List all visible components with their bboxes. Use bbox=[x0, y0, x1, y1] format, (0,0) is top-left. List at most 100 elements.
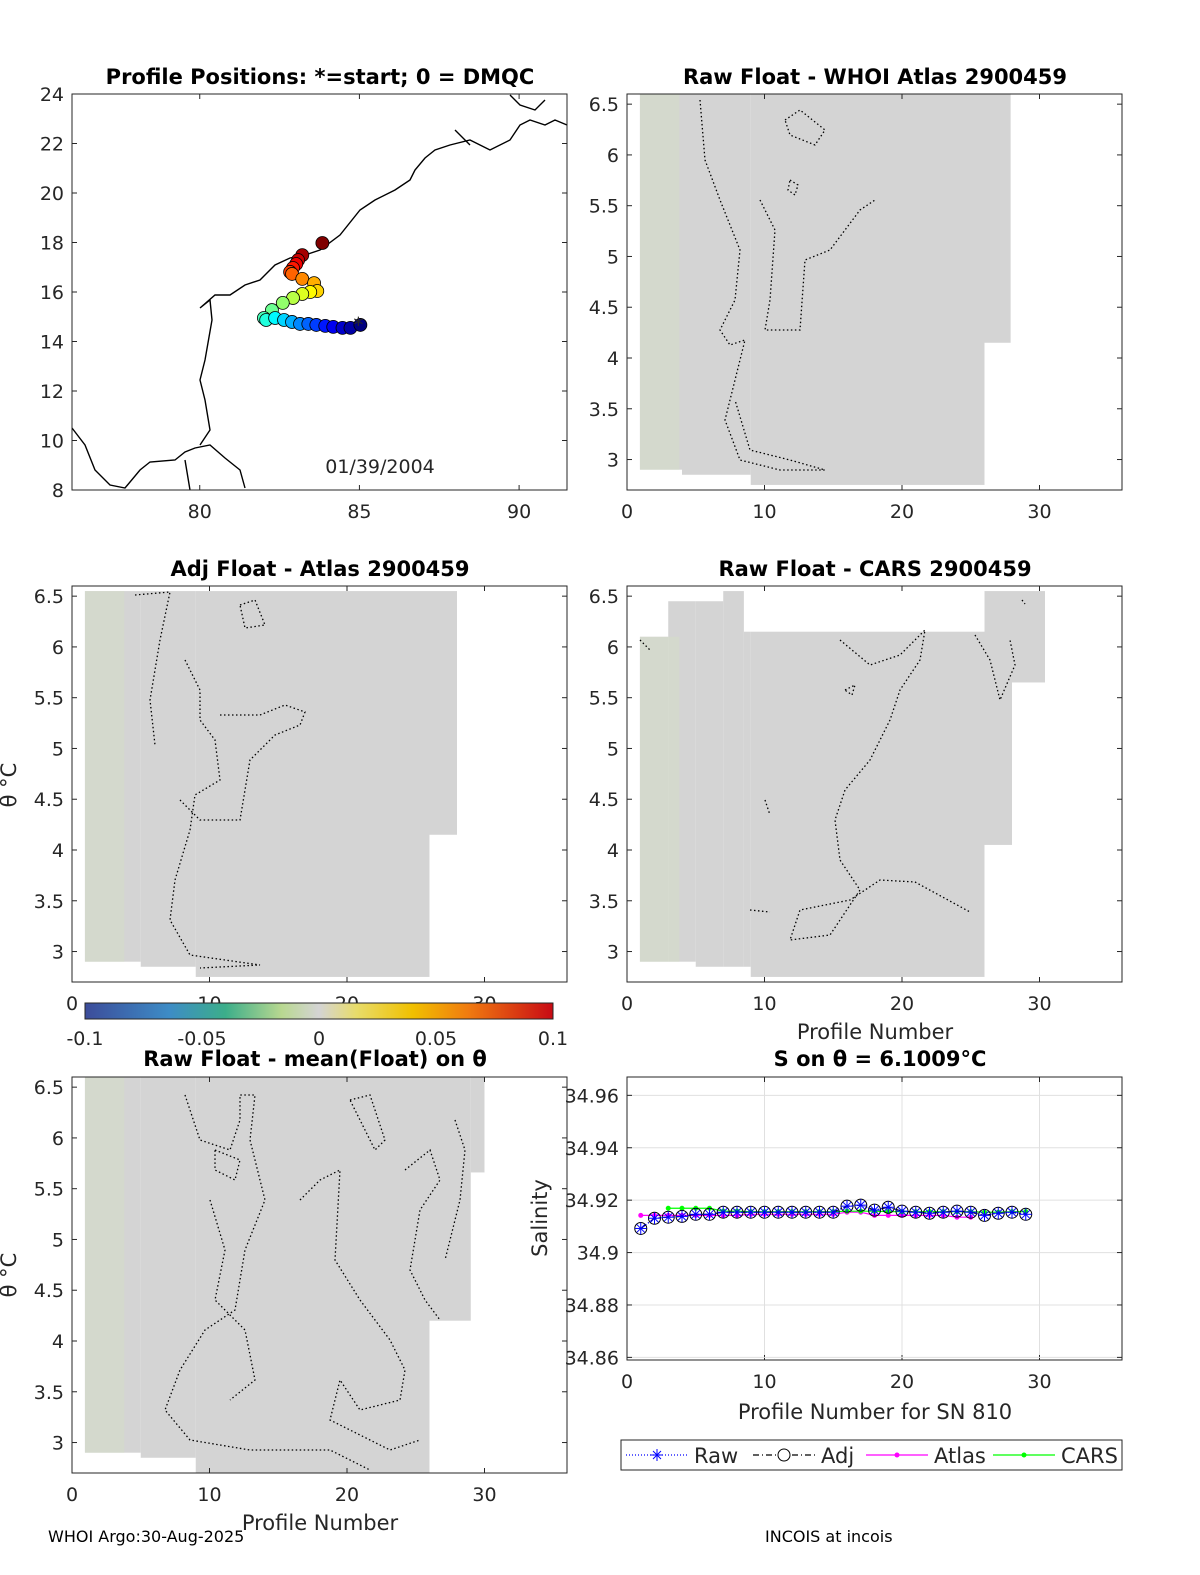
raw-atlas-ytick-label: 4 bbox=[607, 348, 619, 370]
raw-point bbox=[841, 1200, 853, 1213]
adj-atlas-ylabel: θ °C bbox=[0, 763, 21, 808]
raw-point bbox=[662, 1211, 675, 1224]
footer-left: WHOI Argo:30-Aug-2025 bbox=[48, 1527, 244, 1546]
adj-atlas-ytick-label: 3 bbox=[52, 942, 64, 964]
raw-mean-xtick-label: 0 bbox=[66, 1484, 78, 1506]
raw-mean-ytick-label: 6.5 bbox=[34, 1077, 64, 1099]
raw-mean-ytick-label: 5 bbox=[52, 1229, 64, 1251]
raw-point bbox=[676, 1210, 688, 1223]
raw-cars-ytick-label: 3 bbox=[607, 942, 619, 964]
raw-atlas-coverage-tint bbox=[639, 94, 680, 470]
raw-cars-xtick-label: 20 bbox=[890, 993, 914, 1015]
raw-point bbox=[854, 1199, 867, 1212]
map-date-annotation: 01/39/2004 bbox=[325, 456, 435, 478]
start-star-marker: * bbox=[353, 313, 363, 337]
adj-atlas-coverage-cell bbox=[429, 591, 457, 835]
raw-atlas-ytick-label: 5.5 bbox=[589, 196, 619, 218]
salinity-ytick-label: 34.9 bbox=[577, 1243, 619, 1265]
map-xtick-label: 85 bbox=[347, 501, 371, 523]
salinity-xlabel: Profile Number for SN 810 bbox=[738, 1400, 1012, 1424]
raw-point bbox=[827, 1206, 840, 1219]
raw-cars-ytick-label: 6.5 bbox=[589, 586, 619, 608]
legend-marker-raw bbox=[652, 1450, 662, 1460]
salinity-xtick-label: 20 bbox=[890, 1371, 914, 1393]
adj-atlas-title: Adj Float - Atlas 2900459 bbox=[170, 557, 469, 581]
raw-atlas-xtick-label: 0 bbox=[621, 501, 633, 523]
contour-lines bbox=[134, 99, 1026, 1471]
raw-star-stroke bbox=[925, 1208, 934, 1218]
raw-atlas-axes-box bbox=[626, 93, 1123, 491]
raw-star-stroke bbox=[677, 1212, 687, 1221]
colorbar-tick-label: -0.1 bbox=[66, 1028, 103, 1050]
raw-atlas-xtick-label: 10 bbox=[752, 501, 776, 523]
raw-atlas-ytick-label: 4.5 bbox=[589, 297, 619, 319]
raw-point bbox=[882, 1201, 895, 1214]
raw-atlas-ytick-label: 6.5 bbox=[589, 94, 619, 116]
raw-star-stroke bbox=[787, 1207, 797, 1217]
salinity-legend: Raw Adj Atlas CARS bbox=[620, 1439, 1123, 1471]
salinity-ytick-label: 34.88 bbox=[565, 1295, 619, 1317]
legend-label-adj: Adj bbox=[821, 1444, 854, 1468]
raw-star-stroke bbox=[650, 1213, 659, 1223]
raw-star-stroke bbox=[980, 1211, 989, 1220]
raw-mean-xlabel: Profile Number bbox=[242, 1511, 399, 1535]
raw-atlas-coverage-cell bbox=[682, 94, 751, 475]
raw-cars-xlabel: Profile Number bbox=[797, 1020, 954, 1044]
salinity-xtick-label: 30 bbox=[1027, 1371, 1051, 1393]
raw-mean-xtick-label: 10 bbox=[197, 1484, 221, 1506]
salinity-ytick-label: 34.96 bbox=[565, 1085, 619, 1107]
raw-cars-coverage-cell bbox=[723, 591, 744, 967]
adj-atlas-ytick-label: 4 bbox=[52, 840, 64, 862]
map-ytick-label: 22 bbox=[40, 134, 64, 156]
legend-marker-atlas bbox=[894, 1452, 900, 1458]
raw-point bbox=[772, 1206, 785, 1219]
adj-atlas-coverage-cell bbox=[195, 591, 430, 977]
raw-point bbox=[717, 1206, 730, 1219]
raw-star-stroke bbox=[856, 1200, 866, 1210]
raw-star-stroke bbox=[1007, 1207, 1017, 1217]
coastline bbox=[71, 94, 568, 491]
colorbar-tick-label: 0.05 bbox=[415, 1028, 457, 1050]
raw-mean-coverage-tint bbox=[84, 1077, 125, 1453]
adj-atlas-coverage-tint bbox=[84, 591, 125, 962]
salinity-xtick-label: 0 bbox=[621, 1371, 633, 1393]
raw-mean-coverage-cell bbox=[140, 1077, 196, 1458]
raw-point bbox=[1019, 1208, 1032, 1221]
colorbar-tick-label: -0.05 bbox=[177, 1028, 226, 1050]
raw-point bbox=[703, 1208, 716, 1221]
raw-point bbox=[896, 1205, 908, 1218]
raw-point bbox=[758, 1206, 771, 1219]
raw-atlas-coverage-cell bbox=[750, 94, 985, 485]
profile-position-marker bbox=[275, 295, 290, 310]
raw-point bbox=[964, 1206, 977, 1219]
raw-cars-axes-box bbox=[626, 585, 1123, 983]
raw-cars-xtick-label: 0 bbox=[621, 993, 633, 1015]
colorbar-tick-label: 0 bbox=[313, 1028, 325, 1050]
raw-mean-ylabel: θ °C bbox=[0, 1253, 21, 1298]
atlas-point bbox=[638, 1212, 644, 1218]
raw-point bbox=[648, 1212, 661, 1225]
map-ytick-label: 20 bbox=[40, 183, 64, 205]
legend-label-cars: CARS bbox=[1061, 1444, 1118, 1468]
adj-atlas-ytick-label: 4.5 bbox=[34, 789, 64, 811]
raw-star-stroke bbox=[815, 1207, 824, 1217]
atlas-point bbox=[885, 1212, 891, 1218]
raw-cars-coverage-cell bbox=[1012, 591, 1045, 683]
raw-point bbox=[937, 1206, 950, 1219]
raw-point bbox=[923, 1207, 936, 1220]
raw-atlas-ytick-label: 3 bbox=[607, 450, 619, 472]
map-title: Profile Positions: *=start; 0 = DMQC bbox=[106, 65, 535, 89]
raw-cars-coverage-tint bbox=[639, 636, 680, 962]
raw-star-stroke bbox=[993, 1208, 1003, 1218]
cars-point bbox=[679, 1205, 685, 1211]
raw-point bbox=[1006, 1206, 1018, 1219]
raw-cars-coverage-cell bbox=[984, 591, 1012, 845]
raw-atlas-ytick-label: 3.5 bbox=[589, 399, 619, 421]
raw-cars-ytick-label: 4 bbox=[607, 840, 619, 862]
raw-point bbox=[978, 1209, 991, 1222]
map-ytick-label: 14 bbox=[40, 332, 64, 354]
raw-point bbox=[909, 1206, 922, 1219]
legend-marker-adj bbox=[777, 1448, 791, 1462]
raw-star-stroke bbox=[663, 1212, 673, 1222]
